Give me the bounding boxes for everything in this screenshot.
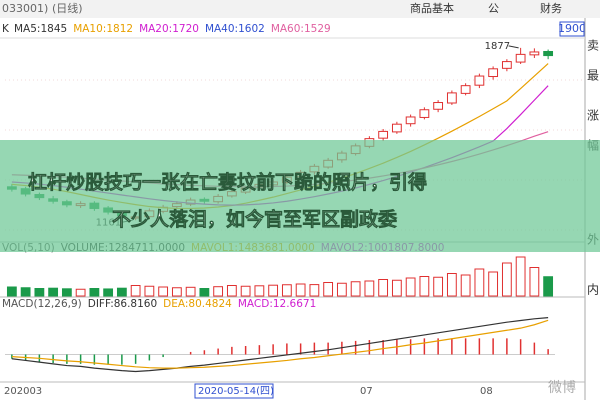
sidebar-label: 内 — [587, 283, 599, 297]
volume-bar — [419, 276, 430, 297]
volume-bar — [433, 276, 444, 297]
candle-body — [391, 123, 402, 133]
tab[interactable]: 财务 — [540, 1, 562, 15]
indicator-label: MA40:1602 — [205, 23, 265, 35]
volume-bar — [378, 279, 389, 297]
volume-bar — [75, 288, 86, 297]
indicator-label: MA20:1720 — [139, 23, 199, 35]
high-label: 1877 — [485, 41, 510, 52]
volume-bar — [34, 288, 45, 297]
candle-body — [488, 68, 499, 78]
indicator-label: DIFF:86.8160 — [88, 298, 157, 310]
sidebar-label: 最 — [587, 69, 599, 83]
volume-bar — [213, 286, 224, 297]
volume-bar — [254, 285, 265, 297]
indicator-label: MA60:1529 — [271, 23, 331, 35]
candle-body — [515, 53, 526, 63]
volume-bar — [474, 268, 485, 297]
x-tick-label: 202003 — [4, 386, 42, 397]
volume-bar — [199, 288, 210, 297]
volume-bar — [488, 271, 499, 297]
x-tick-label: 2020-05-14(四) — [198, 386, 274, 397]
date-box — [194, 383, 274, 399]
high-arrow — [508, 45, 519, 49]
volume-bar — [158, 286, 169, 297]
price-box-frame — [559, 21, 585, 37]
volume-bar — [48, 287, 59, 297]
indicator-label: DEA:80.4824 — [163, 298, 232, 310]
volume-bar — [295, 283, 306, 297]
volume-bar — [364, 280, 375, 297]
volume-bar — [171, 287, 182, 297]
volume-bar — [323, 282, 334, 297]
candle-body — [378, 130, 389, 139]
stock-code: 033001) — [2, 2, 48, 15]
volume-bar — [144, 285, 155, 297]
volume-bar — [336, 282, 347, 297]
candle-body — [419, 109, 430, 118]
volume-bar — [350, 281, 361, 297]
x-tick-label: 07 — [360, 386, 373, 397]
volume-bar — [116, 287, 127, 297]
candle-body — [474, 75, 485, 86]
volume-bar — [515, 256, 526, 297]
dea-line — [11, 319, 549, 369]
volume-bar — [240, 285, 251, 297]
candle-body — [405, 116, 416, 125]
candle-body — [446, 92, 457, 104]
tab[interactable]: 商品基本 — [410, 1, 454, 15]
watermark: 微博 — [548, 379, 576, 396]
candle-body — [501, 61, 512, 69]
indicator-label: MACD(12,26,9) — [2, 298, 82, 310]
headline-banner — [0, 140, 600, 252]
indicator-label: MA5:1845 — [14, 23, 67, 35]
volume-bar — [268, 284, 279, 297]
volume-bar — [89, 288, 100, 297]
price-box: 1900 — [558, 22, 586, 35]
volume-bar — [6, 286, 17, 297]
diff-line — [11, 317, 549, 373]
tab[interactable]: 公 — [488, 2, 499, 15]
volume-bar — [185, 286, 196, 297]
volume-bar — [460, 274, 471, 297]
volume-bar — [529, 267, 540, 297]
headline-line1: 杠杆炒股技巧一张在亡妻坟前下跪的照片，引得 — [28, 171, 427, 194]
volume-bar — [309, 284, 320, 297]
volume-bar — [501, 262, 512, 297]
chart-label: K — [2, 23, 10, 35]
candle-body — [543, 50, 554, 57]
top-bar — [0, 0, 600, 18]
indicator-label: MA10:1812 — [73, 23, 133, 35]
volume-bar — [226, 285, 237, 297]
volume-bar — [543, 276, 554, 297]
period: (日线) — [52, 1, 83, 15]
volume-bar — [103, 288, 114, 297]
x-tick-label: 08 — [480, 386, 493, 397]
volume-bar — [281, 284, 292, 297]
candle-body — [529, 51, 540, 56]
candle-body — [460, 85, 471, 94]
volume-bar — [20, 287, 31, 297]
volume-bar — [405, 277, 416, 297]
volume-bar — [391, 279, 402, 297]
candle-body — [433, 102, 444, 110]
volume-bar — [130, 285, 141, 297]
volume-bar — [61, 288, 72, 297]
indicator-label: MACD:12.6671 — [238, 298, 316, 310]
sidebar-label: 卖 — [587, 39, 599, 53]
headline-line2: 不少人落泪，如今官至军区副政委 — [112, 208, 397, 231]
sidebar-label: 涨 — [587, 108, 599, 123]
volume-bar — [446, 273, 457, 297]
